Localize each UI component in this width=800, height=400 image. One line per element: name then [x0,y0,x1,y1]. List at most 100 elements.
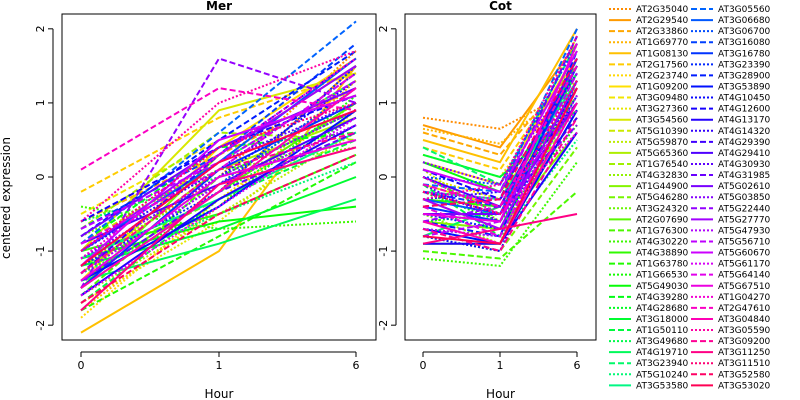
legend-label: AT1G50110 [636,326,689,336]
cot-series-line [422,161,578,267]
cot-y-tick-label: -2 [377,320,390,331]
legend-label: AT3G16780 [718,49,771,59]
legend-label: AT5G64140 [718,271,771,281]
legend-label: AT3G53890 [718,82,771,92]
cot-x-tick-label: 0 [420,359,427,372]
mer-series-line [80,116,357,297]
legend-label: AT5G60670 [718,249,771,259]
mer-series-line [80,131,357,245]
legend-label: AT2G47610 [718,304,771,314]
legend-label: AT3G52580 [718,370,771,380]
cot-y-tick-label: 2 [377,25,390,32]
legend-label: AT4G30220 [636,237,689,247]
legend-label: AT1G08130 [636,49,689,59]
mer-y-tick-label: 1 [34,99,47,106]
mer-plot-frame [61,13,377,341]
legend-label: AT1G69770 [636,38,689,48]
mer-series-line [80,131,357,230]
cot-series-line [422,50,578,238]
mer-series-line [80,131,357,275]
legend-label: AT2G33860 [636,27,689,37]
legend-label: AT5G46280 [636,193,689,203]
legend-label: AT3G53580 [636,381,689,391]
mer-series-line [80,50,357,238]
legend: AT2G35040AT2G29540AT2G33860AT1G69770AT1G… [609,5,771,391]
legend-label: AT2G29540 [636,16,689,26]
cot-series-line [422,65,578,186]
cot-series-line [422,87,578,245]
legend-label: AT1G63780 [636,260,689,270]
legend-label: AT2G17560 [636,60,689,70]
legend-label: AT5G67510 [718,282,771,292]
mer-series-line [80,50,357,223]
legend-label: AT3G09200 [718,337,771,347]
legend-label: AT4G13170 [718,116,771,126]
legend-label: AT2G23740 [636,71,689,81]
legend-label: AT4G30930 [718,160,771,170]
legend-label: AT1G76300 [636,226,689,236]
legend-label: AT1G44900 [636,182,689,192]
legend-label: AT3G16080 [718,38,771,48]
cot-x-axis-title: Hour [486,387,515,400]
cot-panel: Cot 0 1 6 Hour -2 -1 0 1 2 [377,0,597,400]
legend-label: AT3G05590 [718,326,771,336]
cot-y-tick-label: -1 [377,246,390,257]
mer-series-line [80,57,357,289]
mer-x-axis-title: Hour [205,387,234,400]
legend-label: AT4G29390 [718,138,771,148]
cot-series-line [422,35,578,208]
legend-label: AT4G31985 [718,171,770,181]
cot-series-line [422,35,578,208]
mer-series-line [80,146,357,312]
mer-y-tick-label: -2 [34,320,47,331]
mer-series-line [80,57,357,260]
legend-label: AT3G11510 [718,359,771,369]
legend-label: AT3G18000 [636,315,689,325]
legend-label: AT5G03850 [718,193,771,203]
legend-label: AT3G23390 [718,60,771,70]
cot-y-tick-label: 0 [377,174,390,181]
legend-label: AT1G04270 [718,293,771,303]
cot-series-line [422,72,578,238]
cot-series-line [422,58,578,208]
legend-label: AT1G76540 [636,160,689,170]
legend-label: AT5G22440 [718,204,771,214]
legend-label: AT5G02610 [718,182,771,192]
legend-label: AT4G10450 [718,94,771,104]
legend-label: AT3G06680 [718,16,771,26]
legend-label: AT3G05560 [718,5,771,15]
mer-x-tick-label: 6 [353,359,360,372]
legend-label: AT4G29410 [718,149,771,159]
legend-label: AT3G04840 [718,315,771,325]
legend-label: AT3G11250 [718,348,771,358]
mer-y-tick-label: 2 [34,25,47,32]
legend-label: AT5G61170 [718,260,771,270]
legend-label: AT5G10390 [636,127,689,137]
legend-label: AT3G09480 [636,94,689,104]
cot-series-line [422,191,578,260]
legend-label: AT3G23940 [636,359,689,369]
legend-label: AT4G19710 [636,348,689,358]
mer-panel: Mer 0 1 6 Hour -2 -1 0 1 2 [34,0,377,400]
mer-series-line [80,101,357,252]
legend-label: AT4G39280 [636,293,689,303]
legend-label: AT3G06700 [718,27,771,37]
mer-series-line [80,161,357,312]
cot-series-line [422,87,578,208]
mer-x-tick-label: 1 [216,359,223,372]
mer-series-line [80,87,357,171]
cot-series-group [422,28,578,267]
cot-series-line [422,146,578,253]
mer-y-tick-label: 0 [34,174,47,181]
cot-series-line [422,80,578,216]
legend-label: AT4G12600 [718,105,771,115]
legend-label: AT4G32830 [636,171,689,181]
legend-label: AT5G27770 [718,215,771,225]
legend-label: AT4G14320 [718,127,771,137]
legend-label: AT5G47930 [718,226,771,236]
mer-panel-title: Mer [206,0,232,13]
cot-x-tick-label: 1 [497,359,504,372]
mer-x-tick-label: 0 [78,359,85,372]
legend-label: AT4G28680 [636,304,689,314]
cot-y-tick-label: 1 [377,99,390,106]
